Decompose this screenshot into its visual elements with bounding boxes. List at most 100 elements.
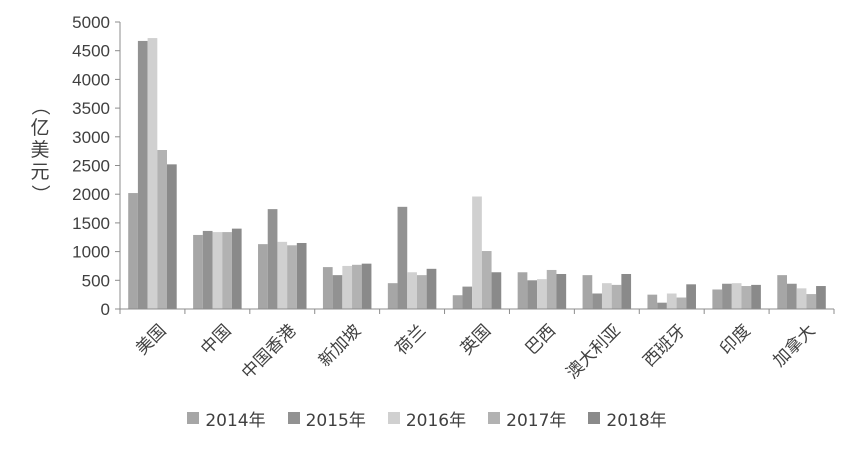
bar (352, 264, 362, 309)
bar (137, 40, 148, 309)
y-axis-label-char: 元 (30, 161, 49, 183)
y-tick-label: 0 (101, 300, 110, 319)
bar (517, 272, 528, 309)
y-tick-label: 4500 (72, 42, 110, 61)
bar (342, 265, 353, 309)
category-label: 澳大利亚 (563, 321, 625, 383)
bar (167, 164, 177, 309)
legend-item: 2016年 (387, 406, 467, 431)
legend-item: 2017年 (488, 406, 566, 431)
bar (128, 193, 138, 309)
bar (491, 272, 502, 309)
legend-swatch (187, 412, 200, 424)
bar (601, 283, 612, 309)
bar (546, 269, 557, 309)
bar (657, 302, 667, 309)
legend-item: 2018年 (588, 406, 667, 431)
bar (472, 196, 482, 309)
legend-swatch (387, 412, 400, 424)
y-tick-label: 1500 (72, 214, 110, 233)
category-label: 印度 (716, 321, 754, 359)
x-axis: 美国 中国 中国香港 新加坡 荷兰 英国 巴西 澳大利亚 西班牙 印度 加拿大 (119, 308, 835, 383)
y-tick-label: 3500 (72, 99, 110, 118)
bar (647, 294, 658, 309)
legend-label: 2018年 (606, 410, 667, 431)
y-axis-label-char: 美 (30, 139, 49, 161)
bar (296, 242, 307, 309)
category-label: 美国 (132, 321, 170, 359)
bar (527, 280, 538, 309)
category-label: 中国香港 (238, 321, 300, 383)
bar (231, 228, 242, 309)
legend-swatch (488, 412, 501, 424)
bar (712, 289, 723, 309)
category-label: 荷兰 (392, 321, 430, 359)
bar (777, 275, 787, 309)
bar (193, 234, 203, 309)
bar (462, 286, 473, 309)
bar (621, 273, 632, 309)
bar (751, 284, 761, 309)
bar (387, 283, 398, 309)
y-axis: 0 500 1000 1500 2000 2500 3000 3500 4000 4500 5000 (72, 13, 121, 319)
bar (222, 232, 232, 309)
category-label: 西班牙 (640, 321, 690, 371)
y-tick-label: 1000 (72, 243, 110, 262)
bar (741, 286, 752, 309)
bar (397, 206, 408, 309)
bar (556, 273, 567, 309)
bar (537, 279, 547, 309)
bar (796, 288, 807, 309)
category-label: 加拿大 (769, 320, 820, 371)
bar (806, 294, 817, 309)
bar (361, 263, 372, 309)
bar (452, 295, 463, 309)
y-axis-label-char: ） (29, 184, 51, 203)
legend-label: 2016年 (405, 410, 467, 431)
category-label: 中国 (197, 321, 235, 359)
bar (322, 267, 333, 309)
legend-label: 2017年 (506, 410, 567, 431)
y-tick-label: 500 (82, 271, 110, 290)
y-tick-label: 5000 (72, 13, 110, 32)
bar (287, 245, 297, 309)
bar (582, 275, 593, 309)
bar (592, 293, 602, 309)
y-axis-label: （ 亿美元） (29, 96, 51, 203)
y-tick-label: 3000 (72, 128, 110, 147)
y-axis-label-char: 亿 (30, 117, 49, 139)
legend-item: 2014年 (187, 406, 266, 431)
bar (816, 286, 826, 309)
bar (426, 268, 437, 309)
y-axis-label-char: （ (29, 96, 51, 115)
bar (407, 272, 417, 309)
category-label: 英国 (457, 321, 495, 359)
bar (212, 232, 223, 309)
legend: 2014年 2015年 2016年 2017年 2018年 (0, 404, 854, 432)
y-tick-label: 4000 (72, 70, 110, 89)
bars (128, 38, 826, 310)
bar (481, 251, 492, 309)
bar (611, 284, 622, 309)
y-tick-label: 2500 (72, 157, 110, 176)
bar (666, 293, 677, 309)
bar (267, 209, 278, 309)
bar (416, 275, 427, 309)
bar (722, 283, 732, 309)
bar (676, 297, 687, 309)
bar (786, 283, 797, 309)
legend-item: 2015年 (287, 406, 366, 431)
bar (731, 283, 742, 309)
bar (277, 241, 288, 309)
legend-swatch (588, 412, 601, 424)
bar (157, 150, 168, 309)
category-label: 巴西 (522, 321, 560, 359)
legend-label: 2014年 (205, 410, 266, 431)
category-label: 新加坡 (315, 321, 365, 371)
legend-label: 2015年 (305, 410, 366, 431)
bar (147, 38, 158, 310)
bar (686, 284, 696, 309)
bar (258, 244, 268, 309)
bar (332, 275, 343, 309)
